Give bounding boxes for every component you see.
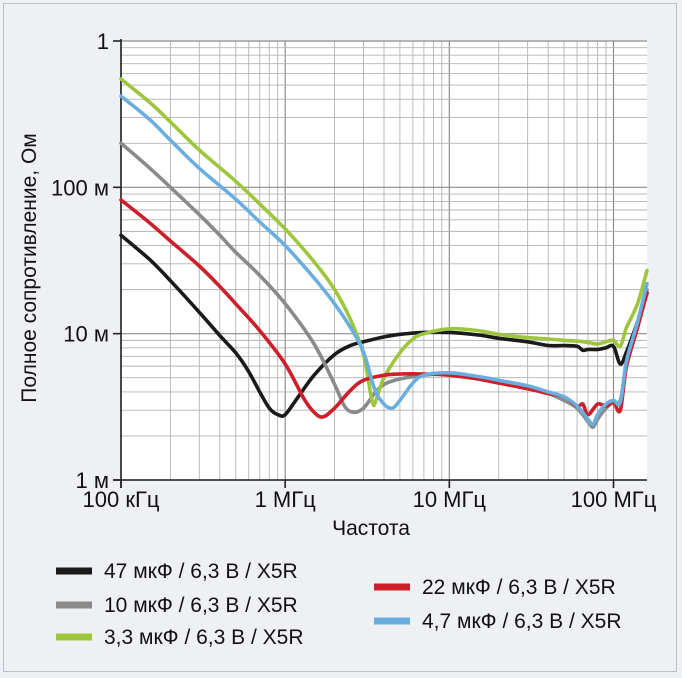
legend-label: 3,3 мкФ / 6,3 В / X5R: [104, 626, 304, 649]
x-tick-label: 1 МГц: [255, 487, 317, 512]
y-axis-title: Полное сопротивление, Ом: [18, 133, 41, 402]
series-line-1: [119, 233, 649, 418]
y-tick-label: 100 м: [51, 175, 109, 200]
impedance-chart: 100 кГц 1 МГц 10 МГц 100 МГц 1 100 м 10 м 1 м Ч…: [18, 29, 657, 649]
y-tick-label: 1 м: [76, 468, 109, 493]
legend-label: 4,7 мкФ / 6,3 В / X5R: [422, 610, 622, 633]
chart-frame: 100 кГц 1 МГц 10 МГц 100 МГц 1 100 м 10 м 1 м Ч…: [3, 3, 677, 672]
series-line-5: [119, 94, 649, 427]
y-tick-label: 1: [97, 29, 109, 54]
axes: [113, 39, 647, 488]
series-line-3: [119, 77, 649, 408]
legend-label: 10 мкФ / 6,3 В / X5R: [104, 594, 298, 617]
legend-label: 47 мкФ / 6,3 В / X5R: [104, 560, 298, 583]
x-axis-title: Частота: [332, 517, 410, 540]
legend: 47 мкФ / 6,3 В / X5R 10 мкФ / 6,3 В / X5R…: [56, 560, 622, 649]
x-tick-label: 10 МГц: [413, 487, 487, 512]
x-tick-label: 100 МГц: [571, 487, 657, 512]
grid: [120, 40, 647, 481]
tick-labels: 100 кГц 1 МГц 10 МГц 100 МГц 1 100 м 10 м 1 м: [51, 29, 657, 512]
x-tick-label: 100 кГц: [83, 487, 160, 512]
legend-label: 22 мкФ / 6,3 В / X5R: [422, 576, 616, 599]
y-tick-label: 10 м: [63, 322, 109, 347]
series-lines: [119, 77, 649, 429]
